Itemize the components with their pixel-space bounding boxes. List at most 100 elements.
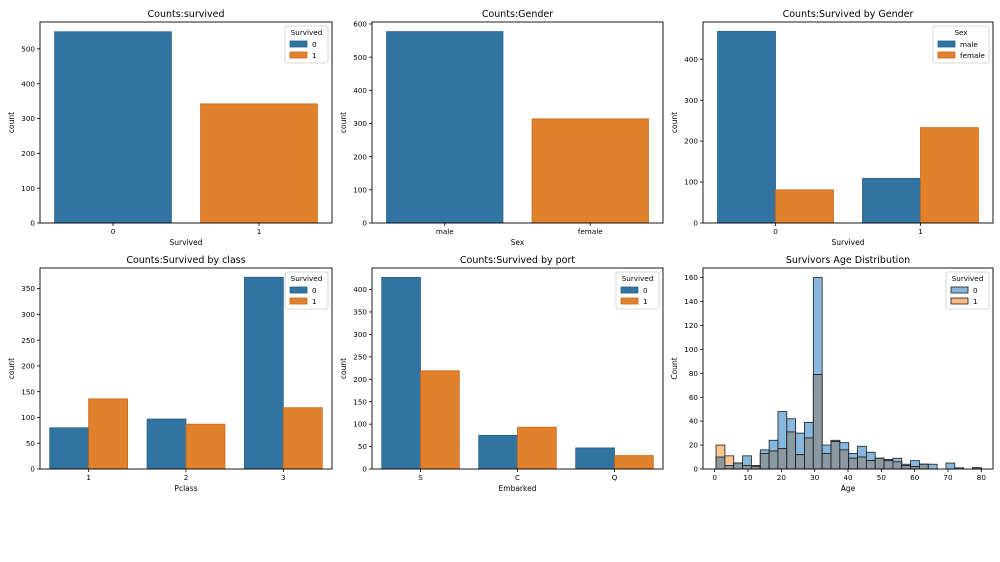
x-tick-label: male [436, 227, 454, 236]
x-tick-label: 20 [777, 473, 787, 482]
y-tick-label: 150 [353, 397, 367, 406]
y-tick-label: 100 [21, 184, 35, 193]
legend-swatch-female [937, 51, 956, 59]
y-tick-label: 600 [353, 20, 367, 29]
chart-title: Counts:survived [148, 9, 225, 20]
y-tick-label: 0 [362, 219, 367, 228]
bar-0-1 [49, 427, 90, 470]
hist-bar-overlap [724, 465, 735, 470]
hist-bar-overlap [821, 453, 832, 470]
x-tick-label: 70 [943, 473, 953, 482]
bar-0-S [381, 277, 421, 470]
hist-bar-overlap [830, 441, 841, 470]
y-tick-label: 200 [684, 137, 698, 146]
y-tick-label: 200 [21, 362, 35, 371]
legend-swatch-1 [289, 297, 308, 305]
chart-2: Counts:Gender 0 100 200 300 400 500 600 count Sex… [339, 9, 664, 247]
legend: Survived 0 1 [284, 271, 329, 310]
legend-title: Survived [291, 28, 323, 37]
hist-bar-overlap [883, 460, 894, 470]
legend-label: 0 [643, 286, 648, 295]
hist-bar-overlap [874, 457, 885, 470]
y-tick-label: 250 [21, 336, 35, 345]
hist-bar-overlap [892, 461, 903, 470]
hist-bar-overlap [848, 457, 858, 470]
y-tick-label: 100 [353, 185, 367, 194]
bar-1-S [420, 370, 460, 470]
x-tick-label: 1 [918, 227, 923, 236]
y-tick-label: 0 [30, 219, 35, 228]
legend-swatch-1 [950, 297, 969, 305]
x-axis-label: Sex [511, 238, 525, 247]
y-tick-label: 20 [689, 441, 699, 450]
x-tick-label: Q [612, 473, 618, 482]
y-tick-label: 100 [21, 413, 35, 422]
legend: Survived 0 1 [945, 271, 990, 310]
chart-6: Survivors Age Distribution02040608010012… [670, 255, 994, 493]
y-tick-label: 300 [21, 310, 35, 319]
legend-swatch-1 [289, 51, 308, 59]
legend-label: 1 [312, 51, 317, 60]
bar-1-3 [282, 407, 323, 470]
legend-label: 1 [973, 297, 978, 306]
x-tick-label: 2 [184, 473, 189, 482]
y-tick-label: 400 [684, 55, 698, 64]
y-axis-label: Count [670, 357, 679, 379]
legend-label: male [960, 40, 978, 49]
y-axis-label: count [339, 112, 348, 133]
legend-label: female [960, 51, 985, 60]
hist-bar-overlap [857, 456, 867, 470]
x-tick-label: 1 [257, 227, 262, 236]
legend-title: Survived [952, 274, 984, 283]
hist-bar-overlap [786, 431, 797, 470]
y-tick-label: 0 [693, 219, 698, 228]
bar-male-1 [862, 177, 921, 224]
bar-0-2 [146, 418, 187, 470]
x-axis-label: Pclass [174, 484, 197, 493]
x-tick-label: 3 [281, 473, 286, 482]
bar-female-0 [775, 189, 834, 224]
bar-0-C [478, 434, 518, 470]
axes-frame [371, 21, 664, 224]
x-tick-label: 1 [86, 473, 91, 482]
legend-swatch-0 [289, 286, 308, 294]
y-tick-label: 160 [684, 273, 698, 282]
legend-title: Survived [622, 274, 654, 283]
y-tick-label: 50 [26, 439, 36, 448]
legend-label: 0 [312, 40, 317, 49]
x-tick-label: 40 [843, 473, 853, 482]
hist-bar-overlap [715, 456, 726, 470]
chart-5: Counts:Survived by port 0 50 100 150 200 250 30… [339, 255, 664, 493]
legend: Survived 0 1 [284, 25, 329, 64]
y-tick-label: 100 [353, 420, 367, 429]
chart-1: Counts:survived0100200300400500countSurv… [7, 9, 333, 247]
bar-0-Q [575, 447, 615, 470]
legend-swatch-0 [289, 40, 308, 48]
axes-frame [39, 267, 333, 470]
chart-title: Counts:Survived by class [126, 255, 245, 266]
y-tick-label: 250 [353, 352, 367, 361]
x-tick-label: C [515, 473, 520, 482]
y-tick-label: 500 [21, 44, 35, 53]
y-tick-label: 100 [684, 178, 698, 187]
y-tick-label: 400 [21, 79, 35, 88]
hist-bar-overlap [919, 463, 929, 470]
x-tick-label: female [578, 227, 603, 236]
hist-bar-overlap [839, 449, 850, 470]
y-tick-label: 100 [684, 345, 698, 354]
hist-bar-overlap [742, 465, 752, 470]
bar-male [386, 31, 504, 224]
x-tick-label: 0 [111, 227, 116, 236]
bar-0 [54, 31, 172, 224]
y-tick-label: 80 [689, 369, 699, 378]
bar-0-3 [243, 276, 284, 470]
bar-1-C [517, 426, 557, 470]
y-axis-label: count [7, 358, 16, 379]
y-tick-label: 140 [684, 297, 698, 306]
y-tick-label: 500 [353, 53, 367, 62]
y-tick-label: 0 [30, 465, 35, 474]
y-tick-label: 300 [353, 330, 367, 339]
y-axis-label: count [7, 112, 16, 133]
y-tick-label: 300 [21, 114, 35, 123]
x-axis-label: Age [841, 484, 856, 493]
